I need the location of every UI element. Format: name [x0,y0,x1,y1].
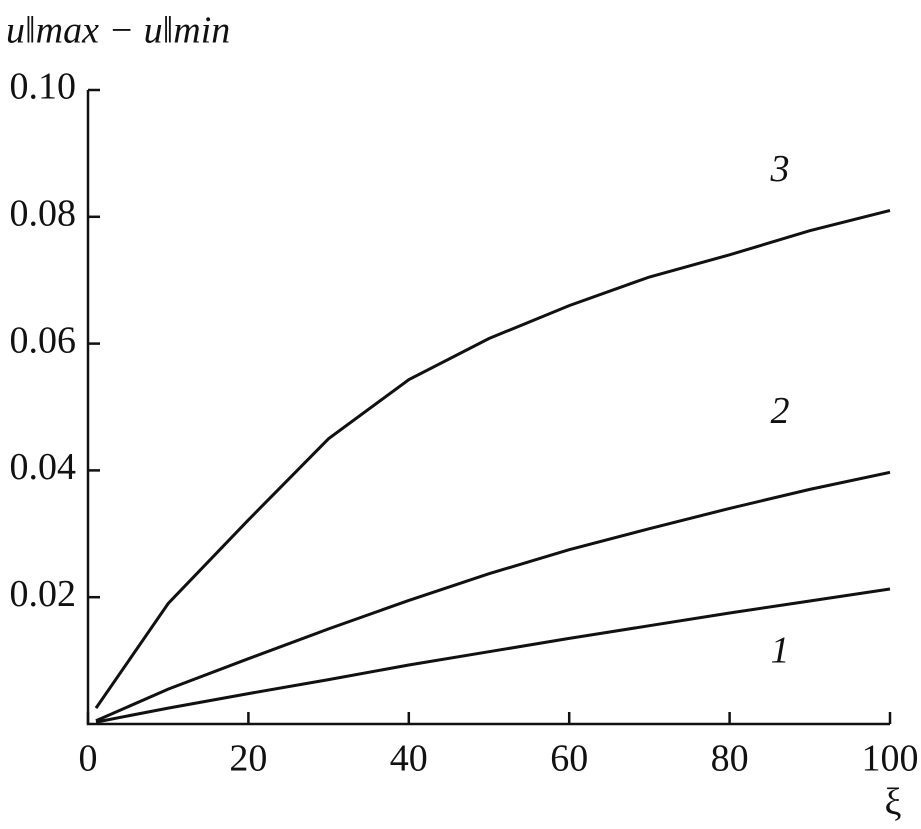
x-tick-label: 60 [550,738,588,780]
line [94,209,891,709]
y-axis-label: u‖max − u‖min [6,10,230,52]
y-tick-label: 0.08 [10,193,77,235]
x-tick-label: 40 [390,738,428,780]
y-tick-label: 0.10 [10,66,77,108]
y-tick-label: 0.04 [10,446,77,488]
y-tick-label: 0.06 [10,319,77,361]
series-label: 3 [770,148,790,190]
line [95,587,891,724]
y-tick-label: 0.02 [10,573,77,615]
x-tick-label: 20 [229,738,267,780]
line [95,470,891,723]
x-tick-label: 80 [711,738,749,780]
x-axis-label: ξ [885,782,902,824]
series-label: 1 [771,630,790,672]
x-tick-label: 0 [79,738,98,780]
x-tick-label: 100 [862,738,919,780]
series-label: 2 [771,390,790,432]
